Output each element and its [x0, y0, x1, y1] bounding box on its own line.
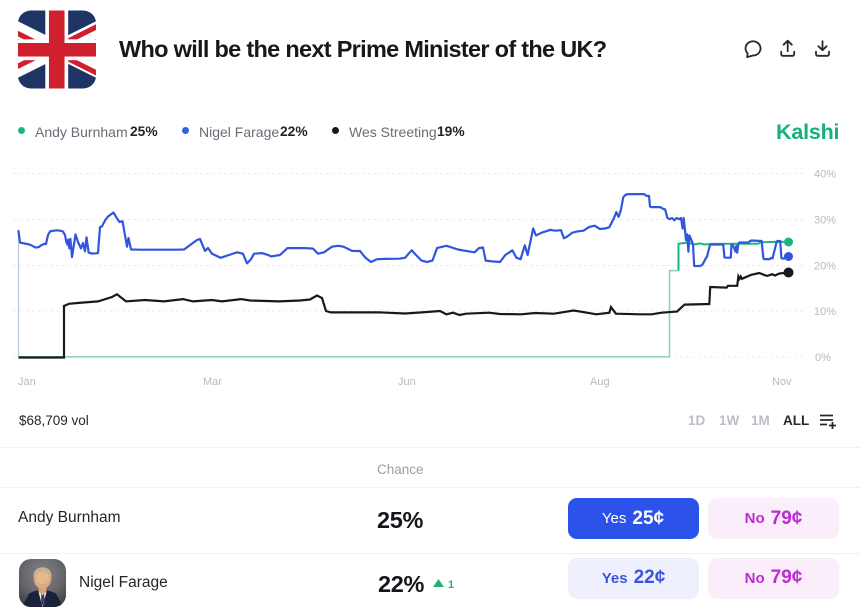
svg-text:1: 1 [448, 579, 454, 590]
svg-text:0%: 0% [815, 352, 831, 364]
svg-text:Mar: Mar [203, 376, 222, 388]
svg-text:Aug: Aug [590, 376, 610, 388]
svg-text:Jan: Jan [18, 376, 36, 388]
svg-text:10%: 10% [814, 306, 836, 318]
svg-text:40%: 40% [814, 169, 836, 181]
svg-text:Jun: Jun [398, 376, 416, 388]
svg-text:Nov: Nov [772, 376, 792, 388]
svg-text:20%: 20% [814, 261, 836, 273]
svg-text:30%: 30% [814, 215, 836, 227]
